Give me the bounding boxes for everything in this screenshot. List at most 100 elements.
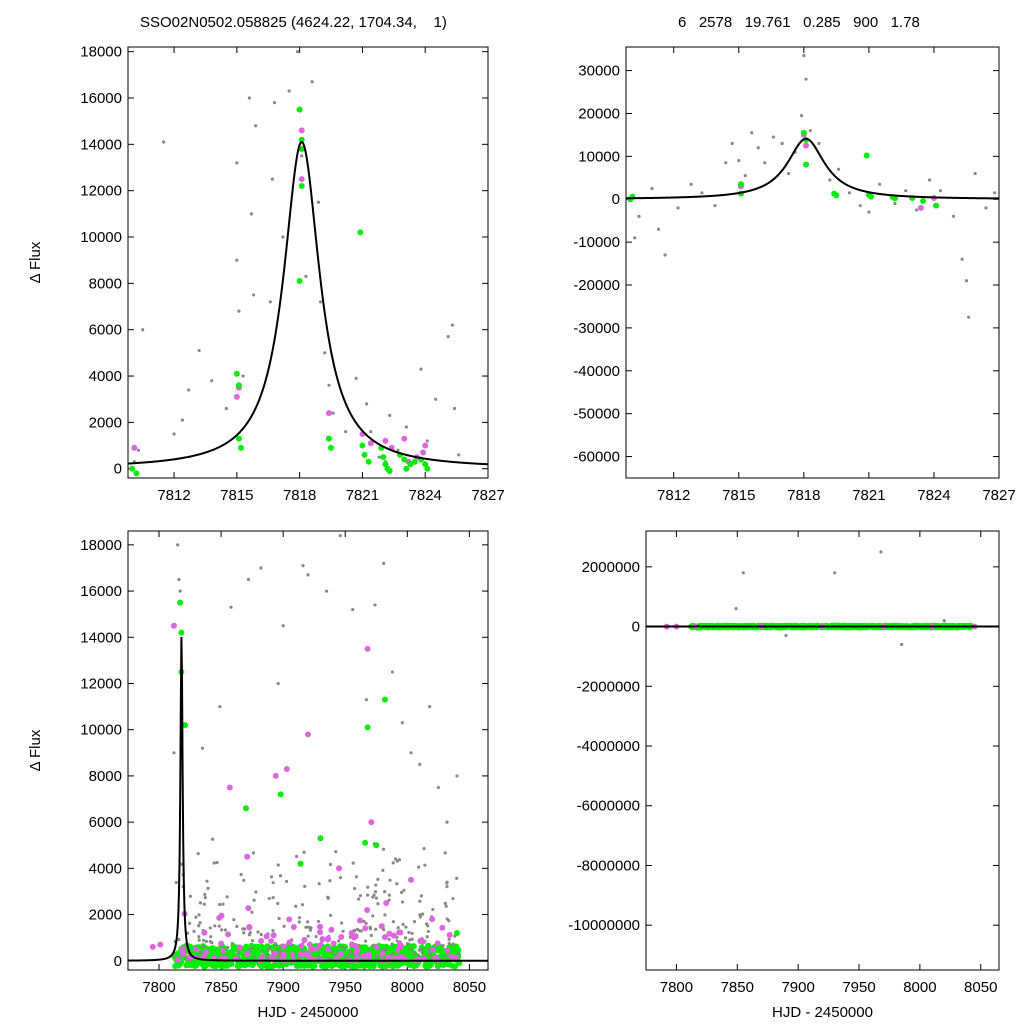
data-point-grey xyxy=(858,204,862,208)
data-point-green xyxy=(317,835,324,842)
data-point-grey xyxy=(833,571,837,575)
data-point-grey xyxy=(422,846,426,851)
x-tick-label: 7812 xyxy=(657,487,690,504)
data-point-grey xyxy=(250,939,255,943)
data-point-grey xyxy=(271,896,275,900)
data-point-magenta xyxy=(179,945,186,952)
data-point-magenta xyxy=(365,951,372,958)
data-point-grey xyxy=(206,886,210,890)
data-point-green xyxy=(373,842,380,849)
data-point-grey xyxy=(418,913,422,917)
data-point-grey xyxy=(250,946,254,950)
data-points xyxy=(626,53,999,319)
data-point-grey xyxy=(272,101,277,105)
y-tick-label: 0 xyxy=(114,953,122,970)
data-point-grey xyxy=(281,235,285,239)
data-point-green xyxy=(868,193,875,200)
data-point-green xyxy=(403,465,410,472)
data-point-magenta xyxy=(394,955,401,962)
data-point-grey xyxy=(808,129,812,133)
data-point-grey xyxy=(417,948,421,952)
data-point-grey xyxy=(250,910,254,914)
data-point-magenta xyxy=(324,946,331,953)
data-point-grey xyxy=(323,351,327,355)
data-point-grey xyxy=(741,571,745,575)
data-point-grey xyxy=(724,161,728,165)
data-point-magenta xyxy=(383,899,390,906)
data-point-grey xyxy=(198,950,203,954)
data-point-grey xyxy=(241,374,245,378)
data-point-grey xyxy=(229,605,233,609)
data-point-green xyxy=(891,195,898,202)
data-point-grey xyxy=(340,921,344,925)
data-point-green xyxy=(298,145,305,152)
data-point-grey xyxy=(737,159,741,163)
data-point-green xyxy=(422,461,429,468)
data-point-grey xyxy=(317,954,321,959)
data-point-green xyxy=(361,451,368,458)
model-curve xyxy=(626,137,999,200)
data-point-green xyxy=(450,947,457,954)
x-tick-label: 7827 xyxy=(471,487,504,504)
data-point-grey xyxy=(343,956,347,960)
y-tick-label: 8000 xyxy=(89,768,122,785)
data-point-green xyxy=(182,722,189,729)
data-point-grey xyxy=(400,721,404,725)
data-point-grey xyxy=(341,929,345,933)
data-point-grey xyxy=(447,941,451,945)
data-point-grey xyxy=(426,929,430,934)
data-point-green xyxy=(362,839,369,846)
data-point-magenta xyxy=(301,937,308,944)
data-point-grey xyxy=(366,893,370,897)
data-point-magenta xyxy=(236,944,243,951)
data-point-magenta xyxy=(802,142,809,149)
x-tick-label: 7815 xyxy=(220,487,253,504)
data-point-grey xyxy=(395,882,399,886)
data-point-grey xyxy=(436,785,440,790)
data-point-grey xyxy=(387,937,391,942)
y-tick-label: 12000 xyxy=(80,675,122,692)
data-point-grey xyxy=(268,300,272,304)
data-point-magenta xyxy=(408,876,415,883)
data-point-green xyxy=(386,468,393,475)
data-point-grey xyxy=(369,430,373,434)
data-point-grey xyxy=(265,953,269,958)
data-point-green xyxy=(242,805,249,812)
data-point-grey xyxy=(328,862,333,867)
data-point-green xyxy=(296,278,303,285)
data-point-grey xyxy=(249,212,254,216)
data-point-grey xyxy=(993,191,997,195)
data-point-magenta xyxy=(192,946,199,953)
data-point-grey xyxy=(304,274,308,279)
y-tick-label: 0 xyxy=(114,461,122,478)
data-point-grey xyxy=(355,927,359,931)
data-point-magenta xyxy=(289,951,296,958)
data-point-grey xyxy=(771,135,776,139)
chart-panel-bottom-right: -10000000 -8000000 -6000000 -4000000 -200000… xyxy=(568,514,1000,1021)
data-point-grey xyxy=(363,939,368,943)
data-point-grey xyxy=(267,946,271,950)
data-point-grey xyxy=(364,921,368,926)
x-tick-label: 7900 xyxy=(266,979,299,996)
data-point-grey xyxy=(278,874,283,878)
y-tick-label: 18000 xyxy=(80,44,122,61)
data-point-grey xyxy=(787,171,791,176)
data-point-grey xyxy=(376,954,380,958)
data-point-grey xyxy=(443,851,447,855)
data-point-grey xyxy=(390,942,394,946)
data-point-magenta xyxy=(316,942,323,949)
data-point-grey xyxy=(197,938,201,942)
data-point-grey xyxy=(282,924,286,928)
x-tick-label: 8050 xyxy=(964,979,997,996)
data-point-grey xyxy=(383,913,387,917)
data-point-grey xyxy=(354,875,358,879)
data-point-grey xyxy=(443,901,447,905)
data-point-grey xyxy=(419,894,423,898)
data-point-grey xyxy=(198,901,202,905)
data-point-green xyxy=(933,202,940,209)
data-point-grey xyxy=(728,514,731,517)
y-tick-label: 14000 xyxy=(80,629,122,646)
data-point-grey xyxy=(314,935,318,939)
data-point-grey xyxy=(230,941,234,946)
data-point-grey xyxy=(295,854,299,858)
